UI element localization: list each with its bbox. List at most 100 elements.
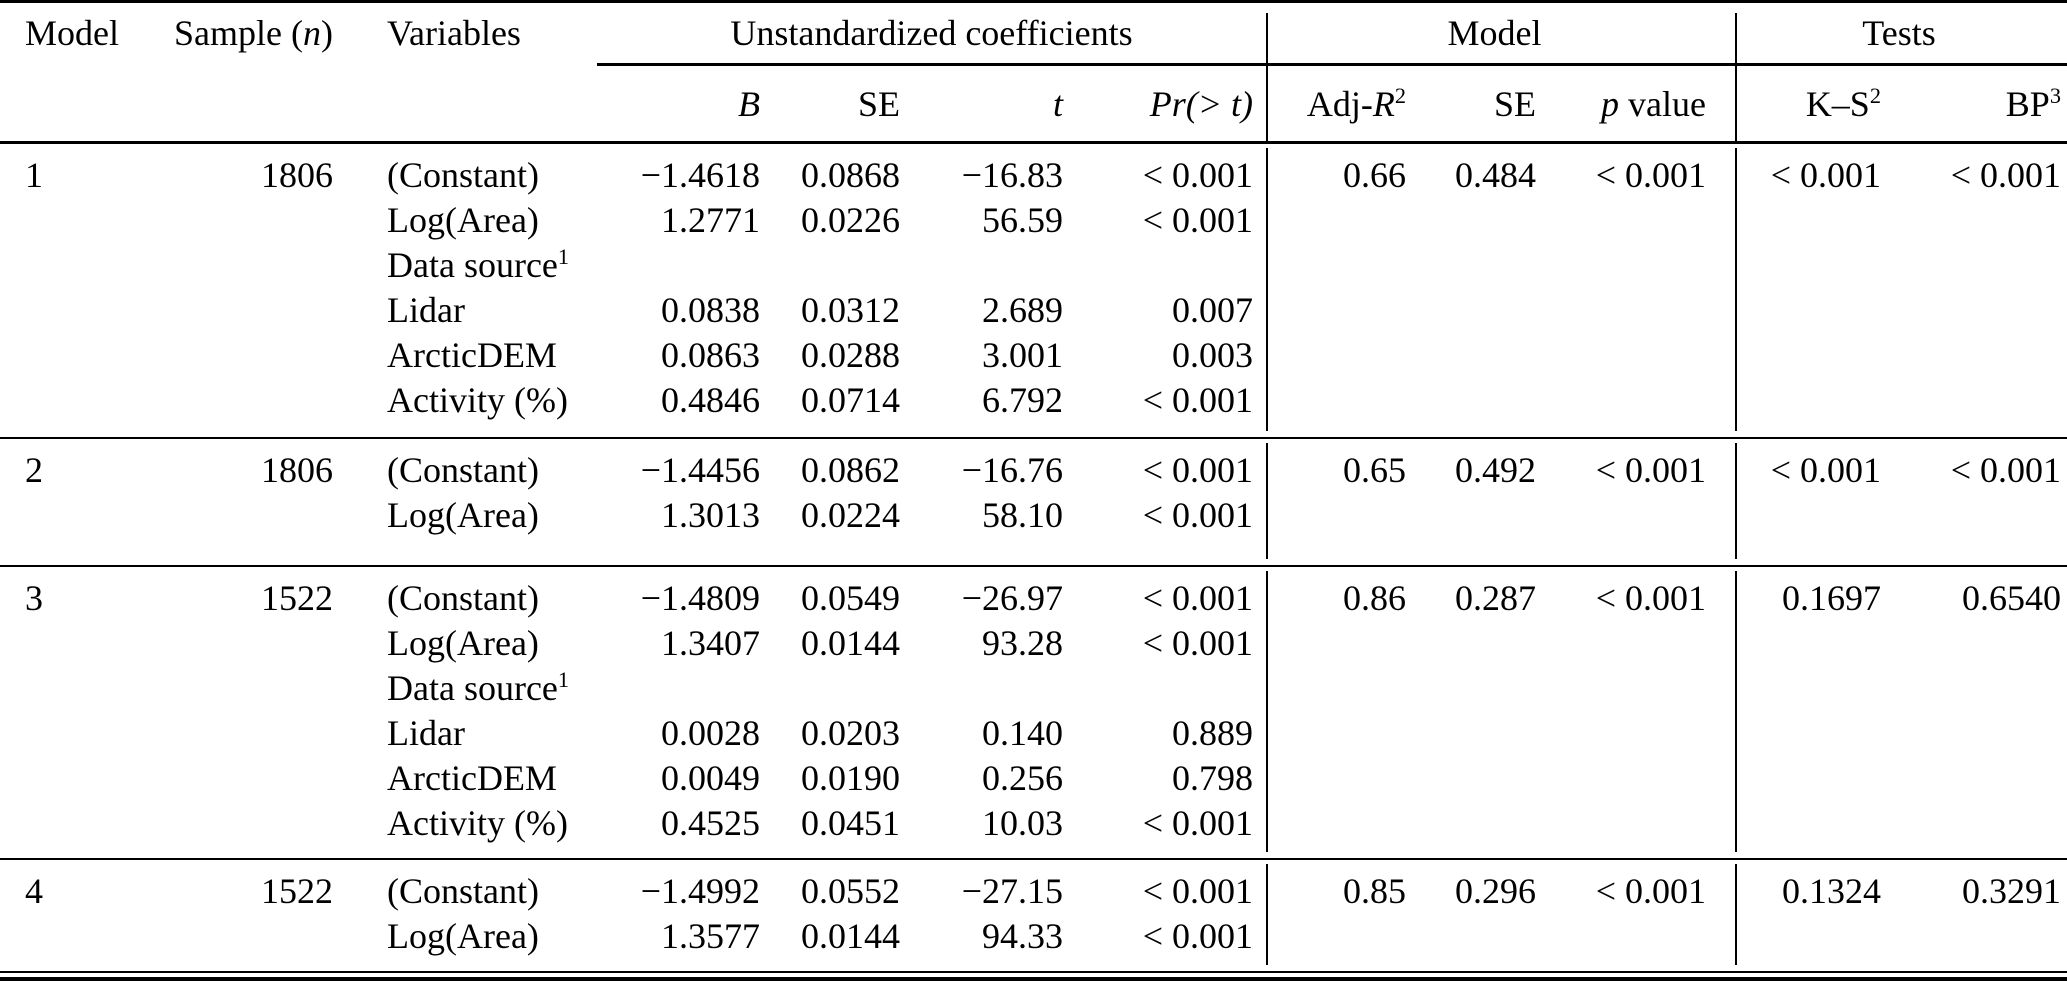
group-header-unstandardized-coefficients: Unstandardized coefficients <box>730 13 1133 53</box>
variable-name: Log(Area) <box>387 199 539 240</box>
col-header-b: B <box>738 83 760 124</box>
model-number: 2 <box>25 449 43 490</box>
col-header-ks: K–S2 <box>1805 82 1881 124</box>
variable-name: (Constant) <box>387 577 539 618</box>
coefficient-se: 0.0862 <box>801 449 900 490</box>
model-block-rows: 1 1806 (Constant) −1.4618 0.0868 −16.83 … <box>0 152 2067 422</box>
coefficient-b: −1.4809 <box>640 577 760 618</box>
table-row: Activity (%) 0.4846 0.0714 6.792 < 0.001 <box>0 377 2067 422</box>
column-separator-line <box>1735 13 1737 141</box>
model-number: 3 <box>25 577 43 618</box>
variable-name: Activity (%) <box>387 802 568 843</box>
table-row: Log(Area) 1.2771 0.0226 56.59 < 0.001 <box>0 197 2067 242</box>
table-row: ArcticDEM 0.0863 0.0288 3.001 0.003 <box>0 332 2067 377</box>
col-header-se: SE <box>857 83 900 124</box>
col-header-model: Model <box>25 13 119 53</box>
coefficient-pr: 0.007 <box>1172 289 1253 330</box>
coefficient-t: −16.83 <box>961 154 1063 195</box>
ks-test-value: < 0.001 <box>1770 154 1881 195</box>
model-block-rows: 3 1522 (Constant) −1.4809 0.0549 −26.97 … <box>0 575 2067 845</box>
table-header: Model Sample (n) Variables Unstandardize… <box>0 3 2067 141</box>
coefficient-t: −26.97 <box>961 577 1063 618</box>
col-header-t: t <box>1052 83 1063 124</box>
block-separator-rule <box>0 437 2067 439</box>
coefficient-b: 0.0838 <box>661 289 760 330</box>
table-row: Lidar 0.0838 0.0312 2.689 0.007 <box>0 287 2067 332</box>
coefficient-se: 0.0203 <box>801 712 900 753</box>
coefficient-pr: < 0.001 <box>1142 577 1253 618</box>
coefficient-b: 0.0028 <box>661 712 760 753</box>
model-p-value: < 0.001 <box>1595 870 1706 911</box>
coefficient-se: 0.0868 <box>801 154 900 195</box>
coefficient-b: 0.0863 <box>661 334 760 375</box>
column-separator-line <box>1266 148 1268 431</box>
table-row: Log(Area) 1.3013 0.0224 58.10 < 0.001 <box>0 492 2067 537</box>
coefficient-t: 10.03 <box>982 802 1063 843</box>
table-bottom-thick-rule <box>0 977 2067 981</box>
col-header-sample-n: Sample (n) <box>130 12 333 54</box>
block-separator-rule <box>0 858 2067 860</box>
col-header-bp: BP3 <box>2005 82 2061 124</box>
model-p-value: < 0.001 <box>1595 449 1706 490</box>
variable-name: Log(Area) <box>387 915 539 956</box>
coefficient-b: 1.3407 <box>661 622 760 663</box>
table-row: 1 1806 (Constant) −1.4618 0.0868 −16.83 … <box>0 152 2067 197</box>
coefficient-b: 1.3013 <box>661 494 760 535</box>
col-header-p-value: p value <box>1601 83 1706 124</box>
model-block: 1 1806 (Constant) −1.4618 0.0868 −16.83 … <box>0 144 2067 437</box>
sample-label: Sample ( <box>174 13 303 53</box>
column-separator-line <box>1266 13 1268 141</box>
model-block-rows: 2 1806 (Constant) −1.4456 0.0862 −16.76 … <box>0 447 2067 537</box>
coefficient-se: 0.0144 <box>801 622 900 663</box>
variable-name: (Constant) <box>387 154 539 195</box>
variable-name: Log(Area) <box>387 622 539 663</box>
coefficient-t: 58.10 <box>982 494 1063 535</box>
column-separator-line <box>1735 571 1737 852</box>
coefficient-pr: < 0.001 <box>1142 622 1253 663</box>
coefficient-se: 0.0144 <box>801 915 900 956</box>
sample-label-close: ) <box>321 13 333 53</box>
coefficient-b: −1.4618 <box>640 154 760 195</box>
sample-n-symbol: n <box>303 13 321 53</box>
col-header-model-se: SE <box>1493 83 1536 124</box>
variable-name: (Constant) <box>387 449 539 490</box>
coefficient-t: −16.76 <box>961 449 1063 490</box>
coefficient-t: 0.140 <box>982 712 1063 753</box>
coefficient-b: 0.0049 <box>661 757 760 798</box>
column-separator-line <box>1266 864 1268 965</box>
block-separator-rule <box>0 565 2067 567</box>
coefficient-t: 94.33 <box>982 915 1063 956</box>
variable-name: Data source1 <box>387 666 570 708</box>
column-separator-line <box>1266 571 1268 852</box>
coefficient-pr: < 0.001 <box>1142 915 1253 956</box>
model-p-value: < 0.001 <box>1595 577 1706 618</box>
coefficient-pr: < 0.001 <box>1142 870 1253 911</box>
variable-name: ArcticDEM <box>387 757 557 798</box>
footnote-marker: 1 <box>557 666 570 692</box>
model-adj-r2-value: 0.85 <box>1343 870 1406 911</box>
coefficient-se: 0.0224 <box>801 494 900 535</box>
table-body: 1 1806 (Constant) −1.4618 0.0868 −16.83 … <box>0 144 2067 971</box>
column-separator-line <box>1735 148 1737 431</box>
sample-size: 1522 <box>261 870 333 911</box>
coefficient-b: −1.4992 <box>640 870 760 911</box>
coefficient-b: 0.4846 <box>661 379 760 420</box>
variable-name: Log(Area) <box>387 494 539 535</box>
model-block: 3 1522 (Constant) −1.4809 0.0549 −26.97 … <box>0 567 2067 858</box>
variable-name: (Constant) <box>387 870 539 911</box>
table-row: Data source1 <box>0 665 2067 710</box>
group-header-model: Model <box>1447 13 1542 53</box>
coefficient-se: 0.0288 <box>801 334 900 375</box>
table-row: Data source1 <box>0 242 2067 287</box>
variable-name: Lidar <box>387 712 465 753</box>
table-row: ArcticDEM 0.0049 0.0190 0.256 0.798 <box>0 755 2067 800</box>
table-top-rule <box>0 0 2067 3</box>
group-header-row: Model Sample (n) Variables Unstandardize… <box>0 3 2067 63</box>
variable-name: Lidar <box>387 289 465 330</box>
coefficient-t: −27.15 <box>961 870 1063 911</box>
header-bottom-rule <box>0 141 2067 144</box>
ks-test-value: 0.1697 <box>1782 577 1881 618</box>
model-number: 4 <box>25 870 43 911</box>
coefficient-pr: < 0.001 <box>1142 199 1253 240</box>
variable-name: Data source1 <box>387 243 570 285</box>
